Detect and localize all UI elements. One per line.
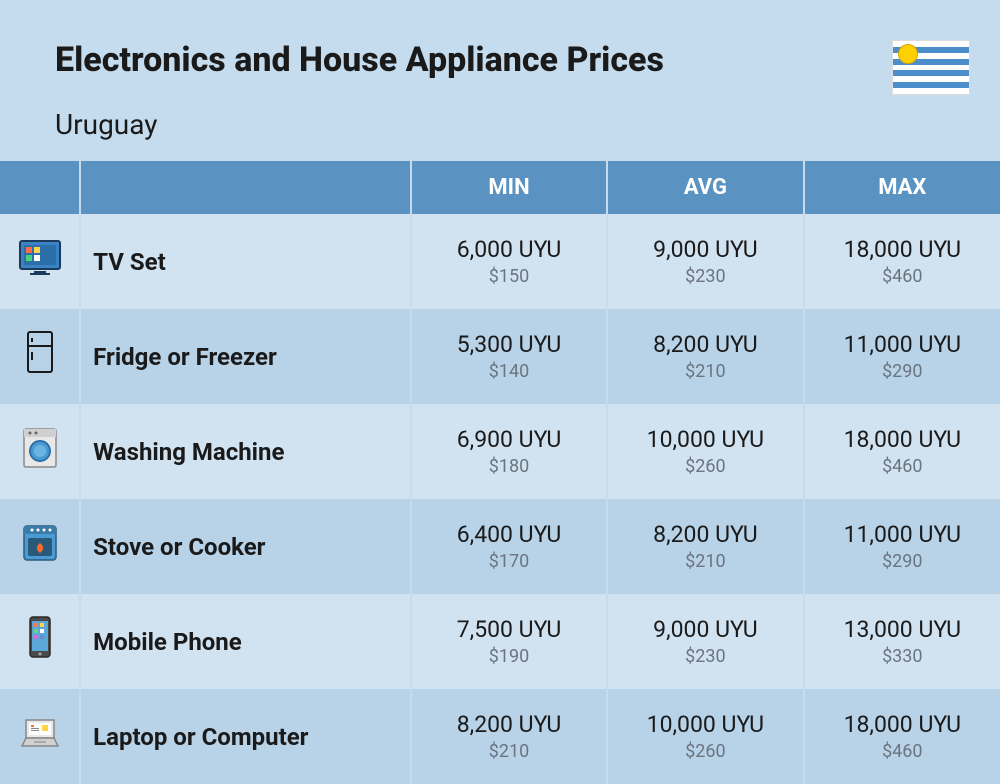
avg-uyu: 8,200 UYU	[608, 520, 802, 550]
stove-icon	[0, 499, 80, 594]
col-max: MAX	[804, 161, 1000, 214]
max-usd: $290	[805, 360, 1000, 383]
item-name: Mobile Phone	[80, 594, 411, 689]
item-name: Washing Machine	[80, 404, 411, 499]
item-name: Stove or Cooker	[80, 499, 411, 594]
avg-usd: $210	[608, 550, 802, 573]
max-usd: $290	[805, 550, 1000, 573]
prices-table: MIN AVG MAX TV Set6,000 UYU$1509,000 UYU…	[0, 161, 1000, 784]
tv-icon	[0, 214, 80, 309]
phone-icon	[0, 594, 80, 689]
table-row: Washing Machine6,900 UYU$18010,000 UYU$2…	[0, 404, 1000, 499]
min-uyu: 6,000 UYU	[412, 235, 606, 265]
max-usd: $460	[805, 265, 1000, 288]
max-cell: 11,000 UYU$290	[804, 309, 1000, 404]
avg-uyu: 8,200 UYU	[608, 330, 802, 360]
avg-usd: $230	[608, 645, 802, 668]
min-usd: $190	[412, 645, 606, 668]
table-row: TV Set6,000 UYU$1509,000 UYU$23018,000 U…	[0, 214, 1000, 309]
avg-usd: $230	[608, 265, 802, 288]
item-name: Fridge or Freezer	[80, 309, 411, 404]
max-uyu: 11,000 UYU	[805, 330, 1000, 360]
max-uyu: 18,000 UYU	[805, 235, 1000, 265]
avg-usd: $260	[608, 455, 802, 478]
avg-cell: 9,000 UYU$230	[607, 594, 803, 689]
min-cell: 6,000 UYU$150	[411, 214, 607, 309]
avg-usd: $260	[608, 740, 802, 763]
max-uyu: 18,000 UYU	[805, 710, 1000, 740]
fridge-icon	[0, 309, 80, 404]
max-uyu: 18,000 UYU	[805, 425, 1000, 455]
max-uyu: 13,000 UYU	[805, 615, 1000, 645]
min-uyu: 5,300 UYU	[412, 330, 606, 360]
min-usd: $170	[412, 550, 606, 573]
table-row: Laptop or Computer8,200 UYU$21010,000 UY…	[0, 689, 1000, 784]
min-cell: 8,200 UYU$210	[411, 689, 607, 784]
table-row: Fridge or Freezer5,300 UYU$1408,200 UYU$…	[0, 309, 1000, 404]
table-row: Stove or Cooker6,400 UYU$1708,200 UYU$21…	[0, 499, 1000, 594]
avg-uyu: 10,000 UYU	[608, 425, 802, 455]
washer-icon	[0, 404, 80, 499]
table-header-row: MIN AVG MAX	[0, 161, 1000, 214]
avg-cell: 9,000 UYU$230	[607, 214, 803, 309]
avg-uyu: 10,000 UYU	[608, 710, 802, 740]
max-cell: 18,000 UYU$460	[804, 214, 1000, 309]
col-icon	[0, 161, 80, 214]
min-cell: 5,300 UYU$140	[411, 309, 607, 404]
header: Electronics and House Appliance Prices U…	[0, 0, 1000, 161]
max-cell: 13,000 UYU$330	[804, 594, 1000, 689]
avg-cell: 8,200 UYU$210	[607, 499, 803, 594]
min-cell: 7,500 UYU$190	[411, 594, 607, 689]
max-usd: $460	[805, 455, 1000, 478]
page-container: Electronics and House Appliance Prices U…	[0, 0, 1000, 784]
table-row: Mobile Phone7,500 UYU$1909,000 UYU$23013…	[0, 594, 1000, 689]
min-uyu: 8,200 UYU	[412, 710, 606, 740]
min-cell: 6,400 UYU$170	[411, 499, 607, 594]
page-title: Electronics and House Appliance Prices	[55, 40, 945, 80]
min-usd: $150	[412, 265, 606, 288]
min-usd: $140	[412, 360, 606, 383]
item-name: Laptop or Computer	[80, 689, 411, 784]
max-cell: 18,000 UYU$460	[804, 689, 1000, 784]
max-uyu: 11,000 UYU	[805, 520, 1000, 550]
min-uyu: 7,500 UYU	[412, 615, 606, 645]
max-cell: 18,000 UYU$460	[804, 404, 1000, 499]
min-uyu: 6,400 UYU	[412, 520, 606, 550]
avg-uyu: 9,000 UYU	[608, 235, 802, 265]
min-usd: $180	[412, 455, 606, 478]
avg-usd: $210	[608, 360, 802, 383]
avg-cell: 10,000 UYU$260	[607, 689, 803, 784]
max-usd: $460	[805, 740, 1000, 763]
min-cell: 6,900 UYU$180	[411, 404, 607, 499]
col-avg: AVG	[607, 161, 803, 214]
item-name: TV Set	[80, 214, 411, 309]
uruguay-flag-icon	[892, 40, 970, 95]
min-uyu: 6,900 UYU	[412, 425, 606, 455]
max-cell: 11,000 UYU$290	[804, 499, 1000, 594]
avg-cell: 8,200 UYU$210	[607, 309, 803, 404]
country-subtitle: Uruguay	[55, 108, 945, 141]
min-usd: $210	[412, 740, 606, 763]
avg-uyu: 9,000 UYU	[608, 615, 802, 645]
laptop-icon	[0, 689, 80, 784]
avg-cell: 10,000 UYU$260	[607, 404, 803, 499]
col-name	[80, 161, 411, 214]
col-min: MIN	[411, 161, 607, 214]
max-usd: $330	[805, 645, 1000, 668]
